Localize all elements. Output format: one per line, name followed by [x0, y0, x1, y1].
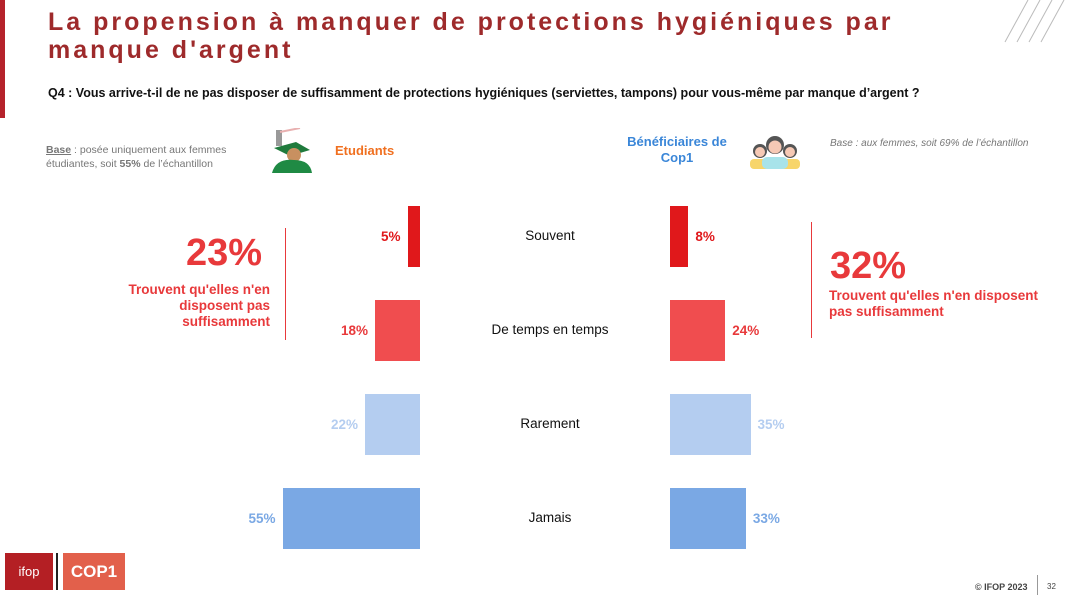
copyright: © IFOP 2023	[975, 582, 1028, 592]
category-label: Rarement	[520, 416, 580, 431]
value-label-cop1: 8%	[695, 229, 715, 244]
question-text: Q4 : Vous arrive-t-il de ne pas disposer…	[48, 86, 920, 100]
page-divider	[1037, 575, 1038, 595]
base-text: : posée uniquement aux femmes étudiantes…	[46, 144, 227, 170]
women-group-icon	[750, 136, 800, 169]
category-label: Souvent	[525, 228, 575, 243]
group-label-etudiants: Etudiants	[335, 143, 395, 158]
accent-bar	[0, 0, 5, 118]
bar-cop1	[670, 300, 726, 361]
base-note-left: Base : posée uniquement aux femmes étudi…	[46, 143, 246, 171]
category-label: De temps en temps	[491, 322, 609, 337]
bar-etudiants	[375, 300, 420, 361]
page-title: La propension à manquer de protections h…	[48, 8, 894, 64]
total-pct-right: 32%	[830, 245, 907, 287]
value-label-etudiants: 5%	[380, 229, 401, 244]
bar-etudiants	[365, 394, 420, 455]
page-number: 32	[1047, 582, 1056, 591]
bar-cop1	[670, 394, 751, 455]
base-end: de l’échantillon	[140, 158, 213, 170]
ifop-logo: ifop	[5, 553, 53, 590]
divider-right	[811, 222, 812, 338]
bar-etudiants	[407, 206, 420, 267]
total-pct-left: 23%	[186, 232, 263, 274]
total-text-left: Trouvent qu'elles n'en disposent pas suf…	[128, 282, 270, 329]
value-label-etudiants: 18%	[340, 323, 368, 338]
bar-cop1	[670, 206, 689, 267]
value-label-cop1: 33%	[752, 511, 780, 526]
decorative-stripes-icon	[1004, 0, 1065, 43]
total-text-right: Trouvent qu'elles n'en disposent pas suf…	[829, 288, 1038, 319]
base-pct: 55%	[119, 158, 141, 170]
base-note-right: Base : aux femmes, soit 69% de l’échanti…	[830, 138, 1029, 149]
divider-left	[285, 228, 286, 340]
bar-etudiants	[282, 488, 420, 549]
base-label: Base	[46, 144, 72, 156]
group-label-cop1: Bénéficiaires de Cop1	[627, 134, 727, 165]
logo-divider	[56, 553, 58, 590]
value-label-cop1: 35%	[757, 417, 785, 432]
value-label-etudiants: 55%	[248, 511, 276, 526]
cop1-logo: COP1	[63, 553, 125, 590]
value-label-cop1: 24%	[732, 323, 760, 338]
bar-cop1	[670, 488, 746, 549]
category-label: Jamais	[528, 510, 572, 525]
value-label-etudiants: 22%	[330, 417, 358, 432]
graduate-icon	[272, 128, 312, 173]
